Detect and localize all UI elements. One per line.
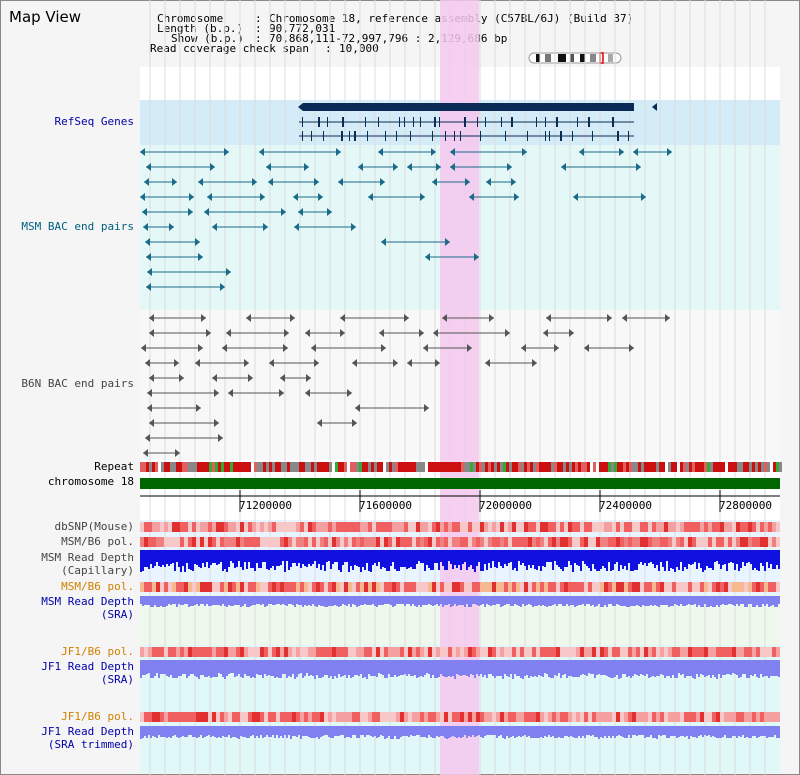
axis-tick-label: 72400000 xyxy=(599,499,652,512)
position-axis xyxy=(140,490,780,512)
track-label-msm-b6-pol[interactable]: MSM/B6 pol. xyxy=(61,535,134,548)
track-label-jf1-depth-trim[interactable]: JF1 Read Depth xyxy=(41,725,134,738)
jf1-sra-trimmed-depth xyxy=(140,726,780,739)
length-key: Length (b.p.) xyxy=(157,22,244,35)
track-label-repeat[interactable]: Repeat xyxy=(94,460,134,473)
track-label-jf1-depth-sra-sub: (SRA) xyxy=(100,673,134,686)
jf1-sra-depth xyxy=(140,660,780,679)
track-label-msm-b6-pol-2[interactable]: MSM/B6 pol. xyxy=(61,580,134,593)
page-title: Map View xyxy=(9,8,82,26)
track-label-dbsnp[interactable]: dbSNP(Mouse) xyxy=(54,520,134,533)
axis-tick-label: 71200000 xyxy=(239,499,292,512)
msm-bac-end-pairs xyxy=(140,148,672,291)
selection-highlight xyxy=(440,0,479,775)
track-label-jf1-depth-sra[interactable]: JF1 Read Depth xyxy=(41,660,134,673)
b6n-bac-end-pairs xyxy=(141,314,670,457)
track-label-msm-bac[interactable]: MSM BAC end pairs xyxy=(21,220,134,233)
track-label-refseq[interactable]: RefSeq Genes xyxy=(54,115,134,128)
refseq-genes xyxy=(298,103,657,141)
track-label-jf1-b6-pol-2[interactable]: JF1/B6 pol. xyxy=(61,710,134,723)
sep-colon-4: : xyxy=(325,42,332,55)
chromosome-bar xyxy=(140,478,780,489)
track-label-chromosome: chromosome 18 xyxy=(47,475,134,488)
chromosome-ideogram[interactable] xyxy=(528,52,622,64)
track-label-msm-depth-cap[interactable]: MSM Read Depth xyxy=(41,551,134,564)
gene-block xyxy=(303,103,634,111)
track-label-msm-depth-cap-sub: (Capillary) xyxy=(61,564,134,577)
axis-tick-label: 71600000 xyxy=(359,499,412,512)
msm-sra-depth xyxy=(140,596,780,607)
sep-colon-2: : xyxy=(255,22,262,35)
axis-tick-label: 72800000 xyxy=(719,499,772,512)
track-label-msm-depth-sra[interactable]: MSM Read Depth xyxy=(41,595,134,608)
sep-colon-3: : xyxy=(255,32,262,45)
length-value: 90,772,031 xyxy=(269,22,336,35)
polymorphism-tracks xyxy=(140,522,780,722)
axis-tick-label: 72000000 xyxy=(479,499,532,512)
track-label-b6n-bac[interactable]: B6N BAC end pairs xyxy=(21,377,134,390)
coverage-value: 10,000 xyxy=(339,42,379,55)
sep-colon-1: : xyxy=(255,12,262,25)
show-key: Show (b.p.) xyxy=(171,32,244,45)
track-label-jf1-b6-pol[interactable]: JF1/B6 pol. xyxy=(61,645,134,658)
track-label-msm-depth-sra-sub: (SRA) xyxy=(100,608,134,621)
track-label-jf1-depth-trim-sub: (SRA trimmed) xyxy=(47,738,134,751)
msm-capillary-depth xyxy=(140,550,780,572)
repeat-track xyxy=(140,462,782,472)
chromosome-key: Chromosome xyxy=(157,12,224,25)
